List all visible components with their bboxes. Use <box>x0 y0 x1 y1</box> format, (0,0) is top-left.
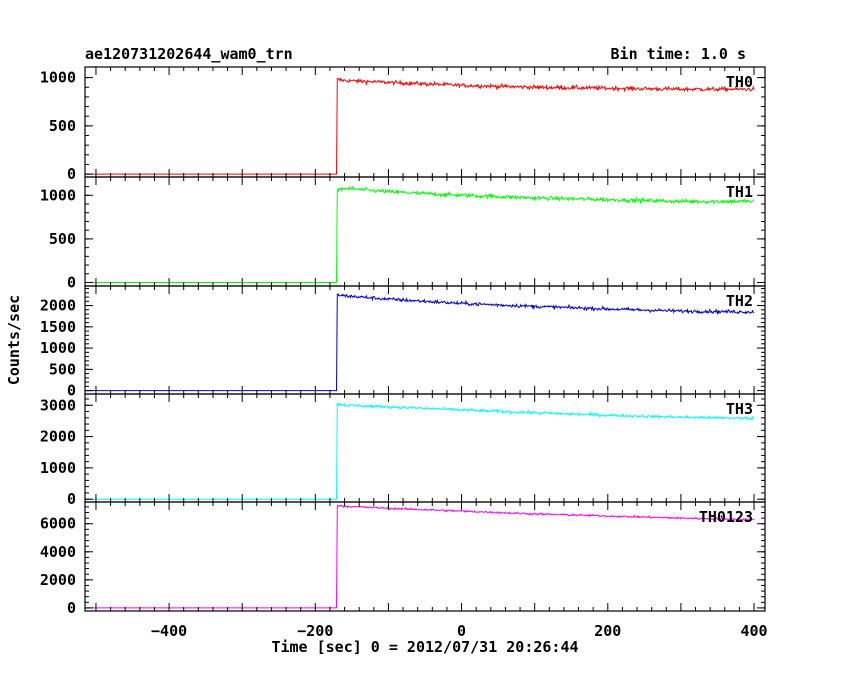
x-tick-label: 400 <box>740 622 767 640</box>
y-tick-label: 6000 <box>40 515 76 533</box>
y-tick-label: 4000 <box>40 543 76 561</box>
series-line-th3 <box>86 402 755 500</box>
panel-label-th0123: TH0123 <box>699 508 753 526</box>
series-line-th2 <box>86 292 755 392</box>
y-tick-label: 2000 <box>40 428 76 446</box>
y-tick-label: 0 <box>67 274 76 292</box>
x-tick-label: 0 <box>457 622 466 640</box>
y-tick-label: 0 <box>67 165 76 183</box>
y-tick-label: 1000 <box>40 459 76 477</box>
panel-frame-th3 <box>84 393 766 503</box>
y-tick-label: 0 <box>67 599 76 617</box>
bin-time-annotation: Bin time: 1.0 s <box>610 45 746 63</box>
y-tick-label: 1000 <box>40 186 76 204</box>
panel-label-th1: TH1 <box>726 183 753 201</box>
y-tick-label: 1500 <box>40 318 76 336</box>
x-tick-label: 200 <box>594 622 621 640</box>
y-tick-label: 2000 <box>40 297 76 315</box>
y-tick-label: 3000 <box>40 396 76 414</box>
chart-title: ae120731202644_wam0_trn <box>85 45 293 63</box>
panel-label-th0: TH0 <box>726 73 753 91</box>
series-line-th0 <box>86 77 755 175</box>
series-line-th1 <box>86 185 755 283</box>
y-axis-label: Counts/sec <box>5 294 23 386</box>
x-tick-label: −400 <box>151 622 187 640</box>
panel-label-th2: TH2 <box>726 292 753 310</box>
y-tick-label: 2000 <box>40 571 76 589</box>
panel-frame-th0123 <box>84 501 766 612</box>
series-line-th0123 <box>86 504 755 609</box>
y-tick-label: 500 <box>49 360 76 378</box>
x-axis-label: Time [sec] 0 = 2012/07/31 20:26:44 <box>271 638 579 656</box>
panel-label-th3: TH3 <box>726 400 753 418</box>
y-tick-label: 500 <box>49 230 76 248</box>
y-tick-label: 1000 <box>40 339 76 357</box>
x-tick-label: −200 <box>297 622 333 640</box>
y-tick-label: 0 <box>67 490 76 508</box>
y-tick-label: 500 <box>49 117 76 135</box>
y-tick-label: 0 <box>67 382 76 400</box>
y-tick-label: 1000 <box>40 69 76 87</box>
